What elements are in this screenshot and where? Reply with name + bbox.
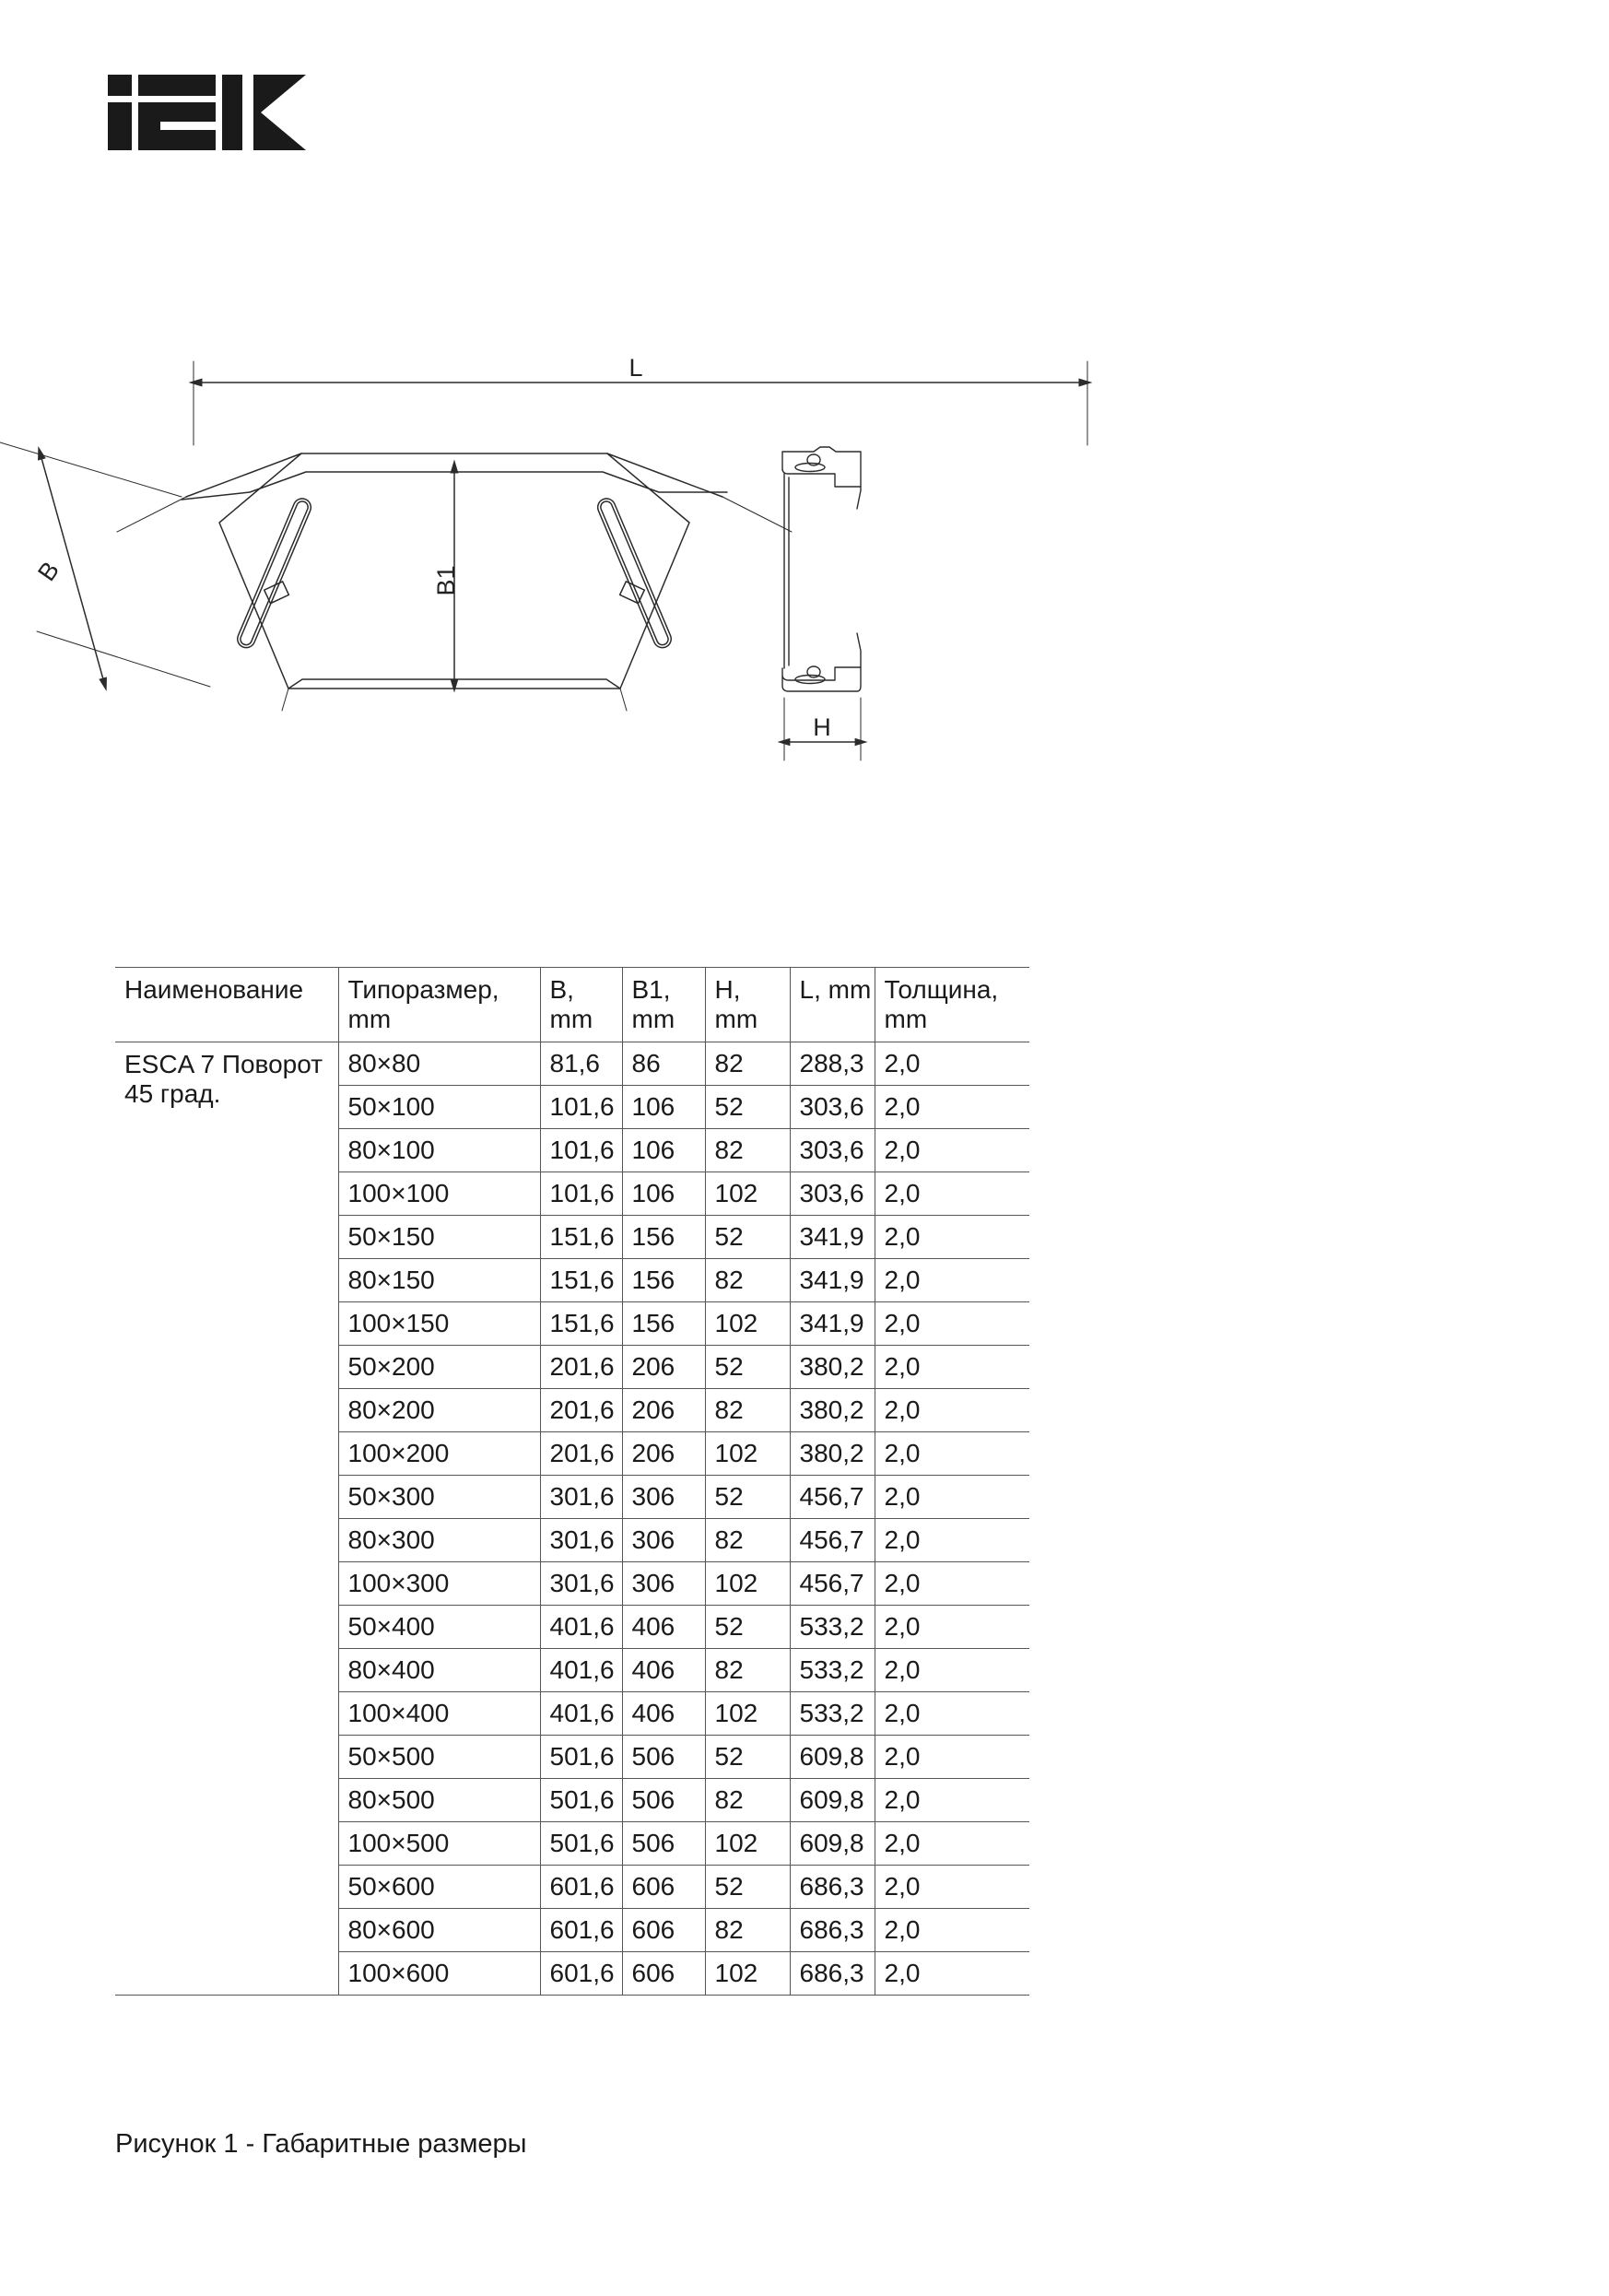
svg-text:H: H xyxy=(813,713,831,741)
svg-text:B: B xyxy=(32,557,65,586)
svg-text:B1: B1 xyxy=(432,565,460,595)
svg-text:L: L xyxy=(628,354,642,382)
